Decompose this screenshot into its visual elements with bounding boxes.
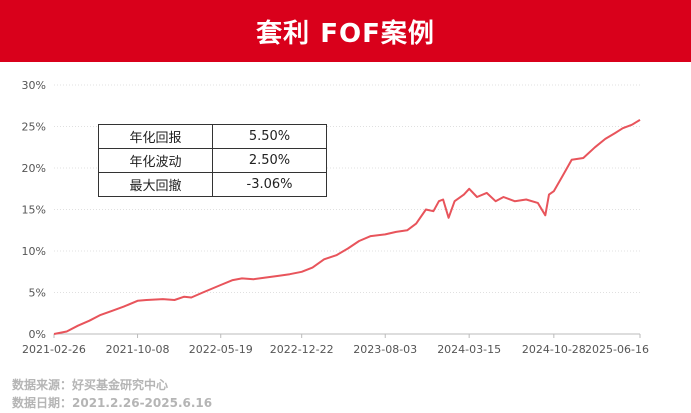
y-tick-label: 5% bbox=[29, 287, 46, 300]
x-tick-label: 2021-10-08 bbox=[106, 343, 170, 356]
x-tick-label: 2023-08-03 bbox=[353, 343, 417, 356]
stats-row-max-drawdown: 最大回撤 -3.06% bbox=[98, 172, 327, 197]
x-tick-label: 2021-02-26 bbox=[22, 343, 86, 356]
series-line bbox=[53, 119, 641, 335]
stat-value: 2.50% bbox=[212, 148, 327, 173]
x-tick-label: 2025-06-16 bbox=[585, 343, 649, 356]
x-tick-label: 2024-10-28 bbox=[522, 343, 586, 356]
title-banner: 套利 FOF案例 bbox=[0, 0, 691, 62]
data-date-range: 数据日期：2021.2.26-2025.6.16 bbox=[12, 396, 213, 410]
y-tick-label: 10% bbox=[22, 245, 46, 258]
x-tick-label: 2022-05-19 bbox=[189, 343, 253, 356]
stats-row-annual-volatility: 年化波动 2.50% bbox=[98, 148, 327, 173]
y-axis-ticks: 0% 5% 10% 15% 20% 25% 30% bbox=[22, 79, 46, 341]
x-axis-ticks: 2021-02-26 2021-10-08 2022-05-19 2022-12-22… bbox=[22, 334, 649, 356]
line-chart: 0% 5% 10% 15% 20% 25% 30% 2021-02-26 2021-10-08… bbox=[22, 79, 649, 356]
x-tick-label: 2022-12-22 bbox=[270, 343, 334, 356]
stat-label: 年化回报 bbox=[98, 124, 213, 149]
stat-label: 年化波动 bbox=[98, 148, 213, 173]
y-tick-label: 0% bbox=[29, 328, 46, 341]
stats-table: 年化回报 5.50% 年化波动 2.50% 最大回撤 -3.06% bbox=[98, 124, 327, 197]
x-tick-label: 2024-03-15 bbox=[437, 343, 501, 356]
y-tick-label: 20% bbox=[22, 162, 46, 175]
y-tick-label: 15% bbox=[22, 204, 46, 217]
stats-row-annual-return: 年化回报 5.50% bbox=[98, 124, 327, 149]
page-title: 套利 FOF案例 bbox=[256, 18, 435, 49]
stat-label: 最大回撤 bbox=[98, 172, 213, 197]
stat-value: -3.06% bbox=[212, 172, 327, 197]
y-tick-label: 30% bbox=[22, 79, 46, 92]
y-tick-label: 25% bbox=[22, 121, 46, 134]
data-source: 数据来源：好买基金研究中心 bbox=[12, 378, 169, 392]
stat-value: 5.50% bbox=[212, 124, 327, 149]
